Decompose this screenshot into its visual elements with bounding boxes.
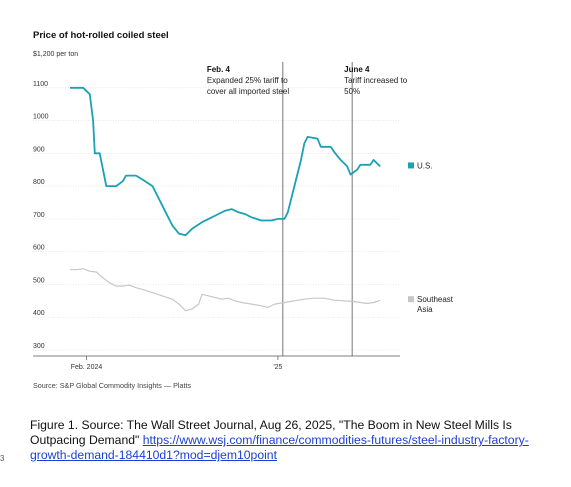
y-axis-ticks: 1100 1000 900 800 700 600 500 400 300 (33, 81, 49, 350)
legend-swatch (408, 296, 414, 303)
y-tick-label: 800 (33, 179, 45, 186)
unit-label: $1,200 per ton (33, 51, 78, 58)
annotation-text: Expanded 25% tariff to (207, 76, 288, 85)
x-axis-ticks: Feb. 2024 '25 (33, 355, 400, 371)
caption-link[interactable]: https://www.wsj.com/finance/commodities-… (30, 433, 529, 462)
edge-marker: 3 (0, 454, 5, 463)
annotation-text: 50% (344, 87, 360, 96)
y-tick-label: 1100 (33, 81, 48, 88)
annotations: Feb. 4 Expanded 25% tariff to cover all im… (207, 62, 408, 356)
legend-swatch (408, 162, 414, 169)
source-note: Source: S&P Global Commodity Insights — … (33, 381, 191, 390)
series-lines (70, 86, 381, 312)
y-tick-label: 300 (33, 343, 45, 350)
y-tick-label: 600 (33, 245, 45, 252)
series-line (70, 86, 381, 237)
series-label: U.S. (417, 161, 433, 170)
y-tick-label: 1000 (33, 114, 49, 121)
annotation-title: Feb. 4 (207, 65, 231, 74)
y-tick-label: 400 (33, 310, 45, 317)
annotation-text: cover all imported steel (207, 87, 289, 96)
annotation-text: Tariff increased to (344, 76, 408, 85)
x-tick-label: '25 (273, 364, 282, 371)
x-tick-label: Feb. 2024 (71, 364, 103, 371)
y-tick-label: 900 (33, 146, 45, 153)
series-label: Southeast (417, 295, 454, 304)
y-tick-label: 500 (33, 277, 45, 284)
series-label: Asia (417, 305, 433, 314)
chart-title: Price of hot-rolled coiled steel (33, 30, 169, 41)
figure-caption: Figure 1. Source: The Wall Street Journa… (30, 418, 550, 463)
annotation-title: June 4 (344, 65, 370, 74)
gridlines (33, 87, 400, 351)
caption-text: Figure 1. Source: The Wall Street Journa… (30, 418, 512, 447)
price-chart: Price of hot-rolled coiled steel $1,200 … (33, 30, 454, 390)
series-line (70, 268, 381, 312)
y-tick-label: 700 (33, 212, 45, 219)
